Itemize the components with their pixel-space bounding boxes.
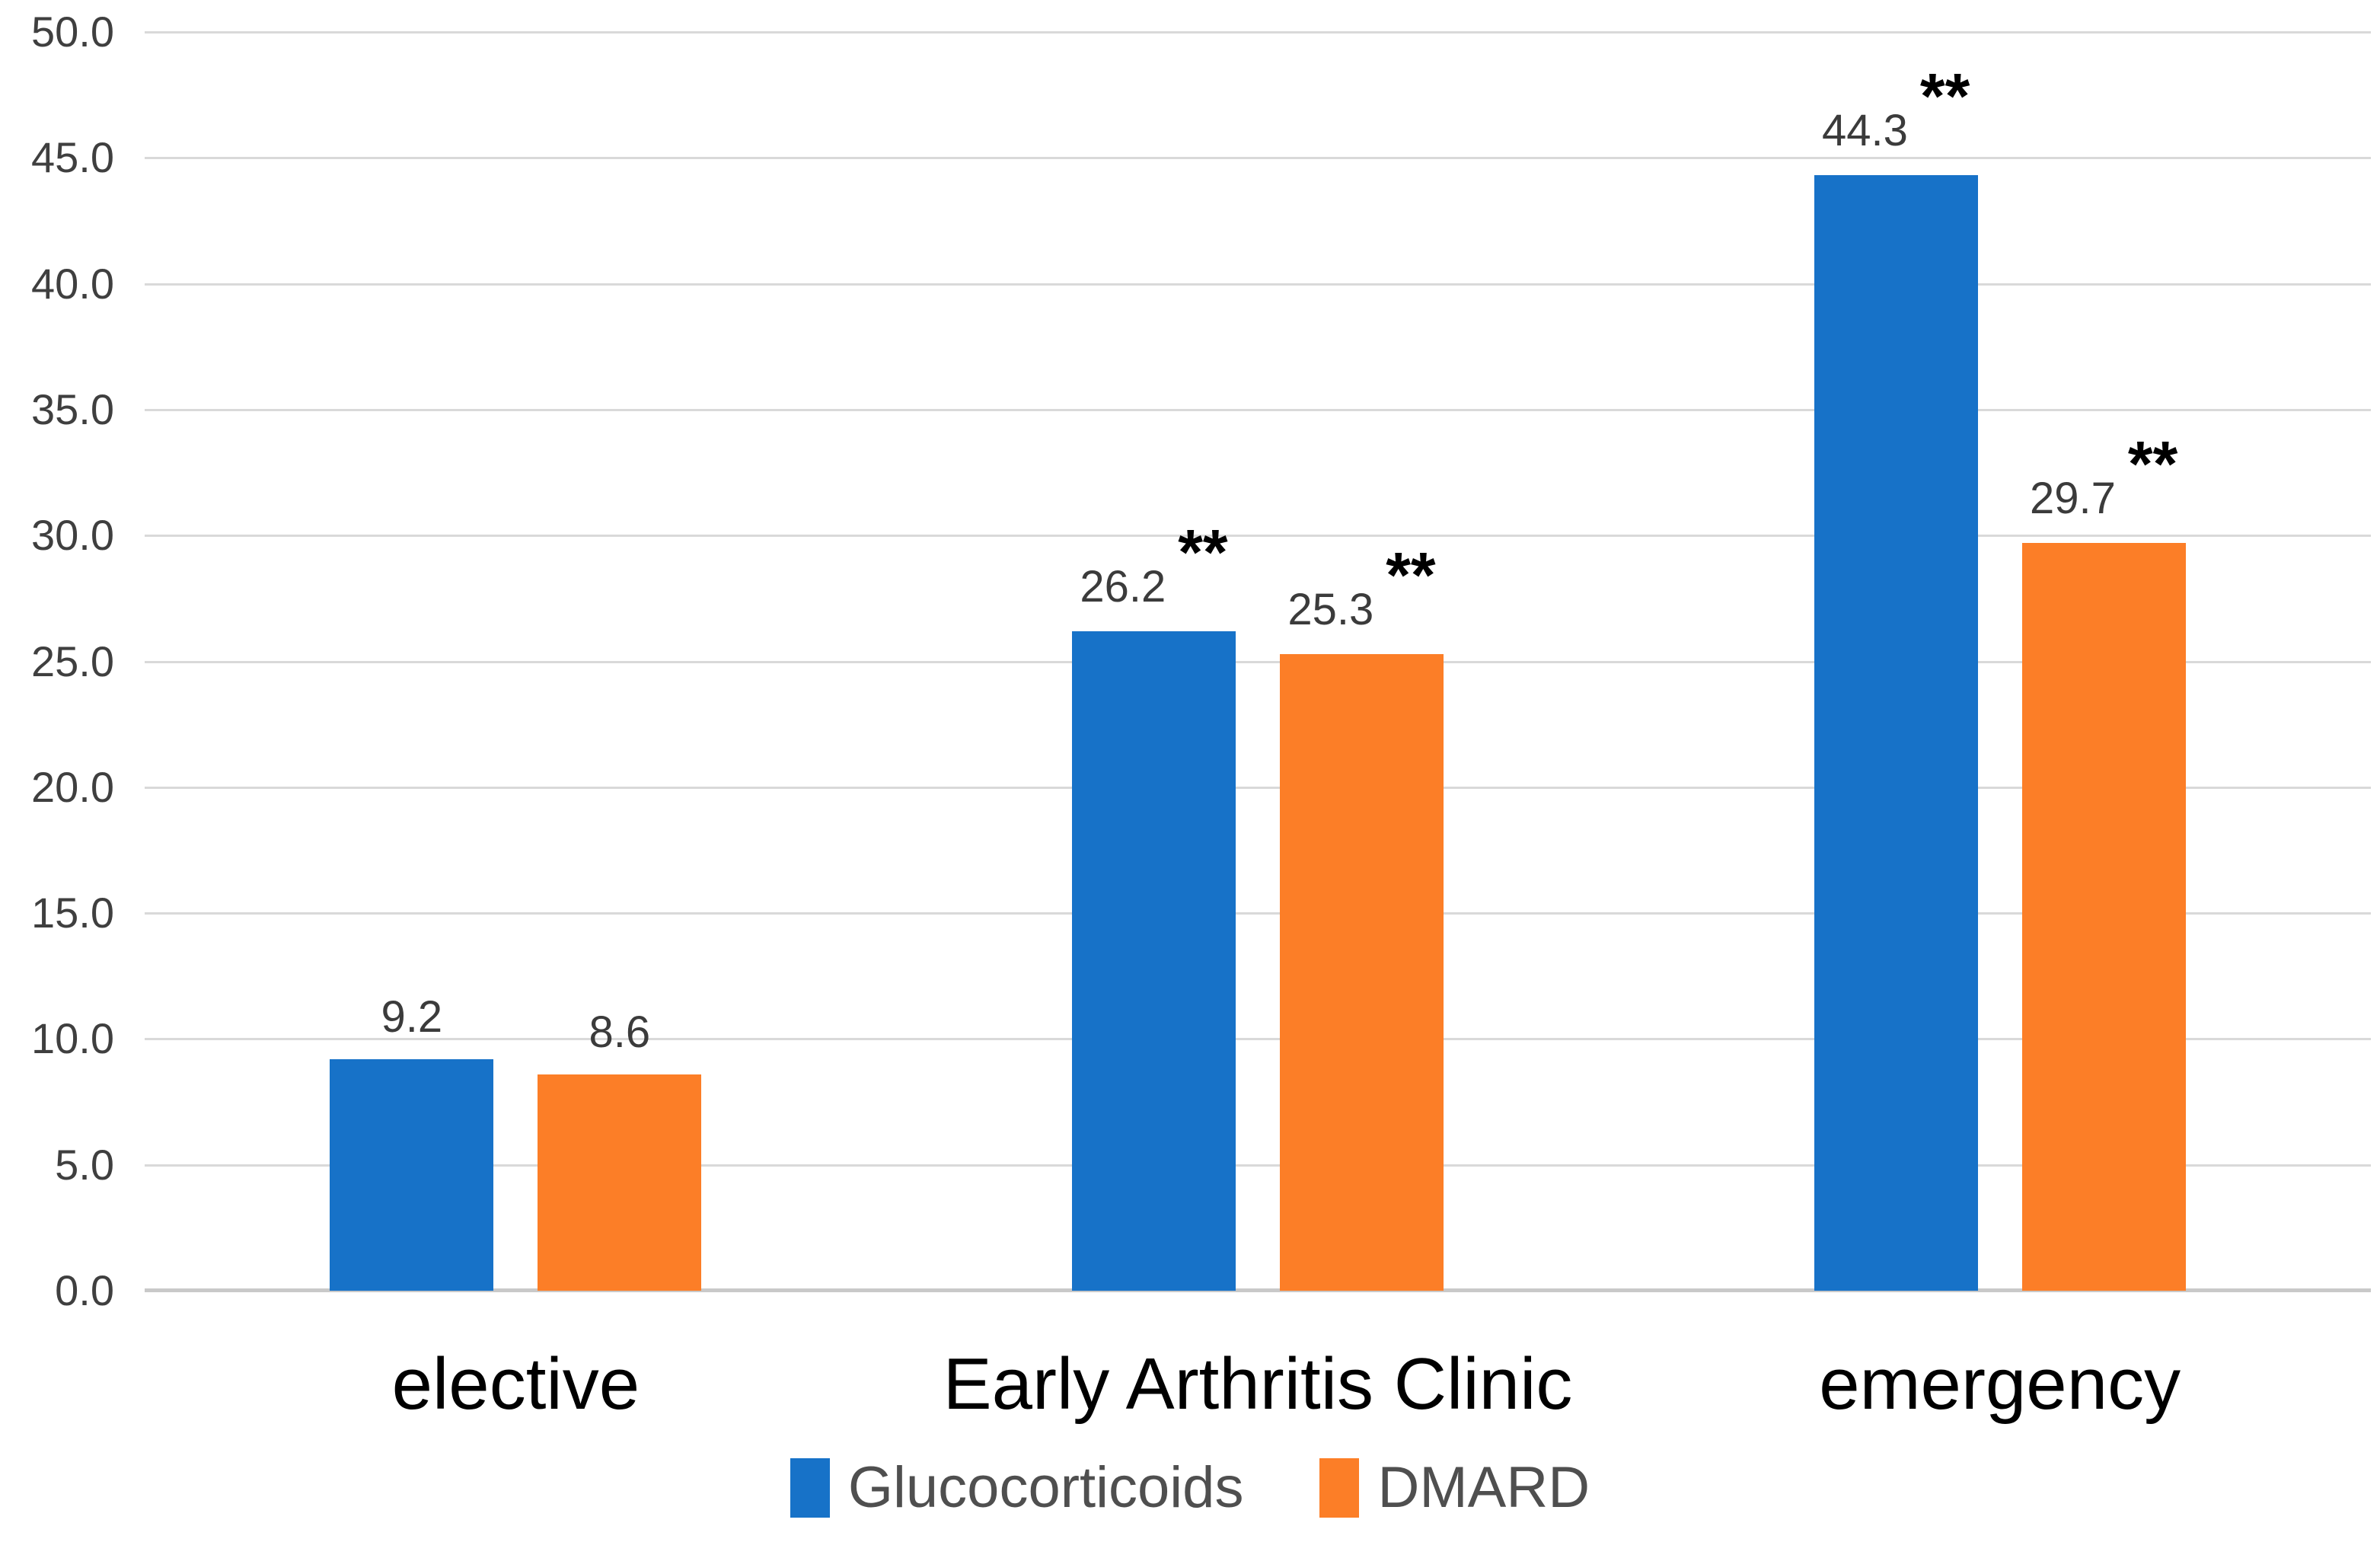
value-text: 26.2	[1080, 561, 1166, 611]
legend-label: DMARD	[1377, 1455, 1590, 1520]
bar-slot: 29.7 **	[2021, 32, 2186, 1291]
x-axis-category-label: Early Arthritis Clinic	[943, 1343, 1573, 1425]
value-text: 9.2	[381, 991, 443, 1042]
y-axis-tick-label: 5.0	[55, 1140, 114, 1189]
bar-group: 9.2 8.6	[145, 32, 887, 1291]
y-axis-tick-label: 35.0	[31, 385, 114, 433]
y-axis: 0.0 5.0 10.0 15.0 20.0 25.0 30.0 35.0 40.0 45.0 50…	[0, 11, 114, 1312]
legend-swatch	[790, 1458, 830, 1518]
y-axis-tick-label: 20.0	[31, 762, 114, 811]
bar-slot: 44.3 **	[1814, 32, 1978, 1291]
gridline	[145, 283, 2371, 286]
x-axis-category-label: emergency	[1819, 1343, 2181, 1425]
bar-group: 26.2 ** 25.3 **	[887, 32, 1629, 1291]
y-axis-tick-label: 50.0	[31, 8, 114, 56]
value-text: 29.7	[2030, 474, 2116, 524]
significance-asterisks: **	[1178, 516, 1228, 588]
bar-value-label: 9.2	[381, 995, 443, 1039]
y-axis-tick-label: 45.0	[31, 133, 114, 182]
bar-glucocorticoids-emergency	[1814, 175, 1978, 1291]
gridline	[145, 1038, 2371, 1041]
gridline	[145, 408, 2371, 411]
y-axis-tick-label: 30.0	[31, 511, 114, 560]
bar-slot: 9.2	[330, 32, 494, 1291]
bar-value-label: 44.3 **	[1822, 64, 1970, 156]
gridline	[145, 31, 2371, 34]
value-text: 44.3	[1822, 106, 1908, 156]
bar-glucocorticoids-early-arthritis-clinic	[1071, 631, 1236, 1291]
bar-value-label: 29.7 **	[2030, 432, 2177, 524]
bar-glucocorticoids-elective	[330, 1058, 494, 1291]
plot-area: 9.2 8.6 26.2 ** 25.3 ** 44.3 ** 29.7 **	[145, 31, 2371, 1292]
y-axis-tick-label: 25.0	[31, 637, 114, 685]
bar-slot: 26.2 **	[1071, 32, 1236, 1291]
y-axis-tick-label: 15.0	[31, 889, 114, 937]
legend-item-glucocorticoids: Glucocorticoids	[790, 1455, 1244, 1520]
significance-asterisks: **	[2127, 428, 2178, 500]
value-text: 25.3	[1287, 584, 1374, 634]
x-axis-category-label: elective	[391, 1343, 640, 1425]
gridline	[145, 660, 2371, 663]
y-axis-tick-label: 40.0	[31, 259, 114, 308]
gridline	[145, 157, 2371, 160]
bar-slot: 25.3 **	[1279, 32, 1444, 1291]
bar-value-label: 26.2 **	[1080, 520, 1227, 611]
bar-dmard-elective	[538, 1074, 702, 1291]
y-axis-tick-label: 0.0	[55, 1266, 114, 1314]
bar-slot: 8.6	[538, 32, 702, 1291]
gridline	[145, 1288, 2371, 1292]
legend: Glucocorticoids DMARD	[0, 1458, 2380, 1518]
bar-dmard-early-arthritis-clinic	[1279, 653, 1444, 1291]
significance-asterisks: **	[1386, 538, 1436, 611]
legend-label: Glucocorticoids	[847, 1455, 1244, 1520]
legend-swatch	[1319, 1458, 1360, 1518]
gridline	[145, 786, 2371, 789]
bar-value-label: 25.3 **	[1287, 543, 1435, 634]
bar-dmard-emergency	[2021, 543, 2186, 1291]
significance-asterisks: **	[1919, 60, 1970, 132]
value-text: 8.6	[589, 1007, 651, 1057]
gridline	[145, 535, 2371, 538]
bar-value-label: 8.6	[589, 1010, 651, 1055]
gridline	[145, 1164, 2371, 1167]
x-axis: elective Early Arthritis Clinic emergency	[145, 1344, 2371, 1425]
gridline	[145, 912, 2371, 915]
y-axis-tick-label: 10.0	[31, 1014, 114, 1063]
bar-group: 44.3 ** 29.7 **	[1629, 32, 2371, 1291]
legend-item-dmard: DMARD	[1319, 1458, 1590, 1518]
